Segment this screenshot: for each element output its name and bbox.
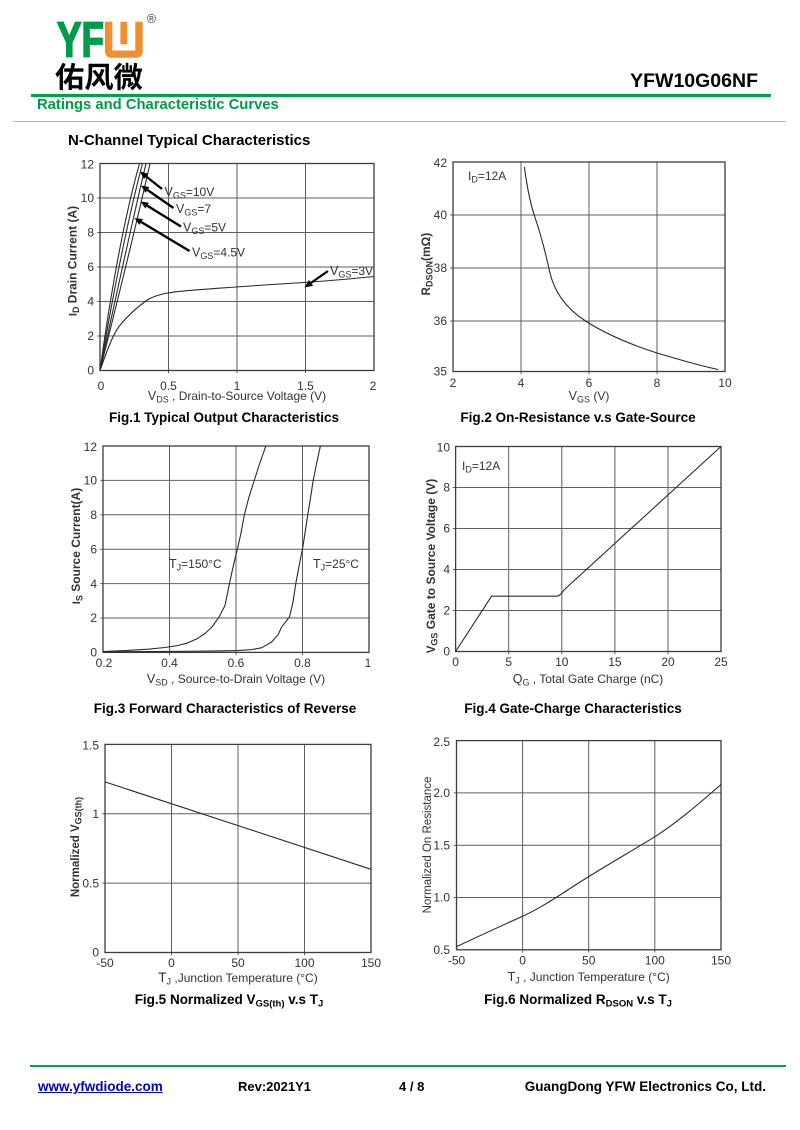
svg-text:8: 8 [87,226,94,240]
svg-text:10: 10 [437,441,451,455]
svg-text:12: 12 [81,158,95,172]
svg-text:ID=12A: ID=12A [462,459,500,475]
svg-text:4: 4 [518,376,525,390]
svg-text:VGS (V): VGS (V) [569,389,610,405]
svg-text:12: 12 [84,440,98,454]
svg-text:0.5: 0.5 [82,876,99,890]
svg-text:8: 8 [654,376,661,390]
svg-text:VGS=3V: VGS=3V [330,264,373,280]
svg-text:0.5: 0.5 [433,943,450,957]
svg-text:50: 50 [582,954,596,968]
svg-text:100: 100 [645,954,665,968]
svg-text:6: 6 [586,376,593,390]
svg-text:6: 6 [90,542,97,556]
svg-text:4: 4 [87,295,94,309]
svg-text:Normalized VGS(th): Normalized VGS(th) [70,797,84,897]
svg-text:0: 0 [519,954,526,968]
svg-text:IS Source Current(A): IS Source Current(A) [69,488,85,604]
svg-text:0.8: 0.8 [294,656,311,670]
svg-text:TJ=25°C: TJ=25°C [313,557,359,573]
svg-text:2: 2 [87,329,94,343]
svg-text:0: 0 [92,946,99,960]
svg-text:1: 1 [365,656,372,670]
svg-text:0: 0 [90,646,97,660]
svg-text:40: 40 [434,208,448,222]
svg-text:4: 4 [443,563,450,577]
svg-text:TJ=150°C: TJ=150°C [169,557,222,573]
svg-text:2.0: 2.0 [433,786,450,800]
svg-text:0: 0 [98,379,105,393]
svg-text:38: 38 [434,261,448,275]
svg-text:VGS=7: VGS=7 [176,202,211,218]
svg-text:TJ , Junction Temperature (°C): TJ , Junction Temperature (°C) [508,970,670,986]
svg-text:TJ ,Junction Temperature (°C): TJ ,Junction Temperature (°C) [158,970,317,987]
svg-text:VDS , Drain-to-Source Voltage: VDS , Drain-to-Source Voltage (V) [148,389,326,405]
svg-text:VSD , Source-to-Drain Voltage: VSD , Source-to-Drain Voltage (V) [147,672,325,688]
svg-text:2: 2 [90,611,97,625]
svg-text:2.5: 2.5 [433,735,450,749]
svg-text:1.0: 1.0 [433,891,450,905]
svg-text:ID=12A: ID=12A [468,169,506,185]
svg-text:8: 8 [90,508,97,522]
svg-text:6: 6 [443,522,450,536]
svg-text:0: 0 [443,645,450,659]
svg-text:1.5: 1.5 [82,739,99,753]
svg-text:20: 20 [661,655,675,669]
svg-text:1: 1 [234,379,241,393]
svg-text:-50: -50 [96,956,114,970]
svg-text:4: 4 [90,577,97,591]
svg-text:YF: YF [57,13,104,68]
svg-text:VGS=10V: VGS=10V [165,185,215,201]
svg-text:42: 42 [434,156,448,170]
svg-text:RDSON(mΩ): RDSON(mΩ) [419,233,435,296]
svg-text:10: 10 [718,376,732,390]
svg-text:10: 10 [81,191,95,205]
svg-text:0.2: 0.2 [96,656,113,670]
svg-text:150: 150 [711,954,731,968]
svg-text:1.5: 1.5 [297,379,314,393]
svg-text:50: 50 [231,956,245,970]
svg-text:8: 8 [443,481,450,495]
svg-text:VGS=5V: VGS=5V [183,221,226,237]
svg-text:QG , Total Gate Charge (nC): QG , Total Gate Charge (nC) [513,672,664,688]
svg-text:0.5: 0.5 [160,379,177,393]
svg-text:2: 2 [370,379,377,393]
svg-text:®: ® [147,12,157,26]
svg-text:100: 100 [294,956,314,970]
svg-text:36: 36 [434,314,448,328]
svg-text:ID Drain Current (A): ID Drain Current (A) [66,206,82,316]
svg-text:2: 2 [450,376,457,390]
svg-text:2: 2 [443,604,450,618]
svg-text:VGS Gate to Source Voltage (V: VGS Gate to Source Voltage (V) [424,479,440,654]
svg-text:Normalized On Resistance: Normalized On Resistance [422,777,434,914]
svg-text:0: 0 [452,655,459,669]
svg-text:0.4: 0.4 [161,656,178,670]
svg-text:5: 5 [505,655,512,669]
svg-text:-50: -50 [448,954,466,968]
svg-text:35: 35 [434,365,448,379]
svg-text:10: 10 [84,474,98,488]
svg-text:10: 10 [555,655,569,669]
svg-text:6: 6 [87,260,94,274]
svg-text:0.6: 0.6 [228,656,245,670]
svg-text:0: 0 [87,364,94,378]
svg-text:VGS=4.5V: VGS=4.5V [192,246,245,262]
svg-text:150: 150 [361,956,381,970]
svg-text:15: 15 [608,655,622,669]
svg-text:1: 1 [92,807,99,821]
svg-text:1.5: 1.5 [433,838,450,852]
svg-text:25: 25 [714,655,728,669]
svg-text:0: 0 [168,956,175,970]
